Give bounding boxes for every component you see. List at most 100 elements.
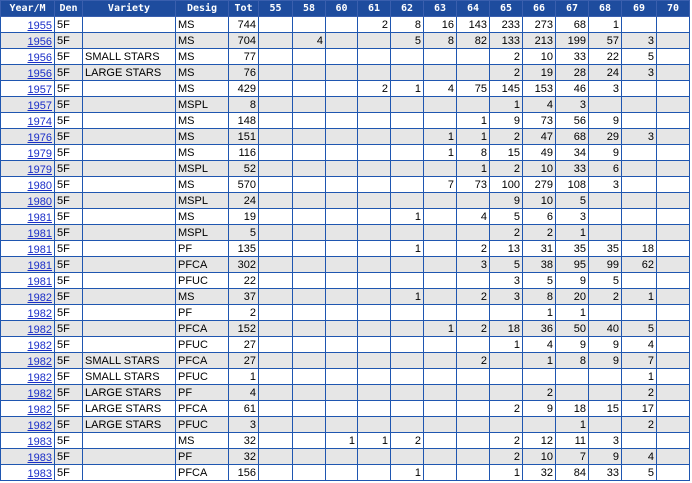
year-link[interactable]: 1979 — [0, 144, 55, 161]
year-link[interactable]: 1983 — [0, 432, 55, 449]
year-link[interactable]: 1980 — [0, 192, 55, 209]
table-cell — [325, 208, 358, 225]
year-link[interactable]: 1980 — [0, 176, 55, 193]
table-cell — [390, 352, 424, 369]
table-cell — [656, 304, 690, 321]
table-cell: 36 — [522, 320, 556, 337]
table-cell: MS — [175, 80, 229, 97]
table-row: 1982 5F MS 37 1 2 3 8 20 2 1 — [0, 288, 690, 305]
year-link[interactable]: 1983 — [0, 448, 55, 465]
year-link[interactable]: 1982 — [0, 320, 55, 337]
table-cell: 135 — [228, 240, 259, 257]
table-cell: 73 — [522, 112, 556, 129]
column-header: Tot — [228, 0, 259, 17]
table-cell — [423, 224, 457, 241]
table-cell: 8 — [456, 144, 490, 161]
table-cell — [390, 416, 424, 433]
table-cell: 1 — [390, 208, 424, 225]
table-cell: 32 — [522, 464, 556, 481]
table-cell — [456, 192, 490, 209]
year-link[interactable]: 1956 — [0, 32, 55, 49]
table-cell — [292, 112, 326, 129]
table-cell — [390, 272, 424, 289]
table-cell — [588, 224, 622, 241]
table-cell — [423, 352, 457, 369]
year-link[interactable]: 1956 — [0, 48, 55, 65]
year-link[interactable]: 1982 — [0, 288, 55, 305]
table-cell: 19 — [228, 208, 259, 225]
table-cell — [357, 352, 391, 369]
table-cell — [292, 96, 326, 113]
table-cell: 1 — [390, 464, 424, 481]
table-row: 1981 5F PFUC 22 3 5 9 5 — [0, 272, 690, 289]
table-cell — [357, 128, 391, 145]
year-link[interactable]: 1981 — [0, 256, 55, 273]
table-cell — [656, 384, 690, 401]
table-row: 1957 5F MSPL 8 1 4 3 — [0, 96, 690, 113]
column-header: Den — [54, 0, 83, 17]
table-cell — [292, 432, 326, 449]
table-cell — [390, 368, 424, 385]
year-link[interactable]: 1955 — [0, 16, 55, 33]
table-cell — [656, 144, 690, 161]
table-cell: 2 — [621, 384, 657, 401]
table-row: 1956 5F LARGE STARS MS 76 2 19 28 24 3 — [0, 64, 690, 81]
table-cell — [325, 16, 358, 33]
table-cell: MSPL — [175, 224, 229, 241]
table-cell — [258, 432, 293, 449]
table-cell: MS — [175, 32, 229, 49]
year-link[interactable]: 1981 — [0, 224, 55, 241]
column-header: 66 — [522, 0, 556, 17]
table-cell — [456, 224, 490, 241]
year-link[interactable]: 1982 — [0, 368, 55, 385]
table-cell: 82 — [456, 32, 490, 49]
table-cell — [258, 192, 293, 209]
table-cell: 3 — [489, 288, 523, 305]
year-link[interactable]: 1982 — [0, 416, 55, 433]
year-link[interactable]: 1982 — [0, 352, 55, 369]
table-cell: 5 — [489, 256, 523, 273]
year-link[interactable]: 1979 — [0, 160, 55, 177]
year-link[interactable]: 1956 — [0, 64, 55, 81]
table-cell — [357, 304, 391, 321]
table-cell: 8 — [228, 96, 259, 113]
year-link[interactable]: 1957 — [0, 80, 55, 97]
year-link[interactable]: 1982 — [0, 400, 55, 417]
table-cell — [292, 368, 326, 385]
table-cell — [588, 368, 622, 385]
year-link[interactable]: 1982 — [0, 384, 55, 401]
table-cell — [292, 208, 326, 225]
year-link[interactable]: 1981 — [0, 208, 55, 225]
table-cell — [522, 416, 556, 433]
table-cell: MS — [175, 16, 229, 33]
table-cell — [292, 16, 326, 33]
table-cell — [656, 208, 690, 225]
table-cell — [357, 112, 391, 129]
table-cell — [357, 320, 391, 337]
table-cell — [357, 272, 391, 289]
table-row: 1983 5F PFCA 156 1 1 32 84 33 5 — [0, 464, 690, 481]
year-link[interactable]: 1982 — [0, 304, 55, 321]
table-cell: 8 — [390, 16, 424, 33]
table-cell: 8 — [423, 32, 457, 49]
column-header: 65 — [489, 0, 523, 17]
table-cell: 10 — [522, 48, 556, 65]
year-link[interactable]: 1983 — [0, 464, 55, 481]
table-cell — [621, 304, 657, 321]
table-cell — [357, 208, 391, 225]
year-link[interactable]: 1981 — [0, 240, 55, 257]
table-cell — [390, 448, 424, 465]
table-cell — [325, 368, 358, 385]
table-cell: 84 — [555, 464, 589, 481]
year-link[interactable]: 1974 — [0, 112, 55, 129]
table-row: 1982 5F LARGE STARS PF 4 2 2 — [0, 384, 690, 401]
year-link[interactable]: 1982 — [0, 336, 55, 353]
table-cell — [258, 448, 293, 465]
table-cell — [82, 288, 176, 305]
year-link[interactable]: 1981 — [0, 272, 55, 289]
year-link[interactable]: 1976 — [0, 128, 55, 145]
column-header: 69 — [621, 0, 657, 17]
year-link[interactable]: 1957 — [0, 96, 55, 113]
table-cell — [292, 80, 326, 97]
